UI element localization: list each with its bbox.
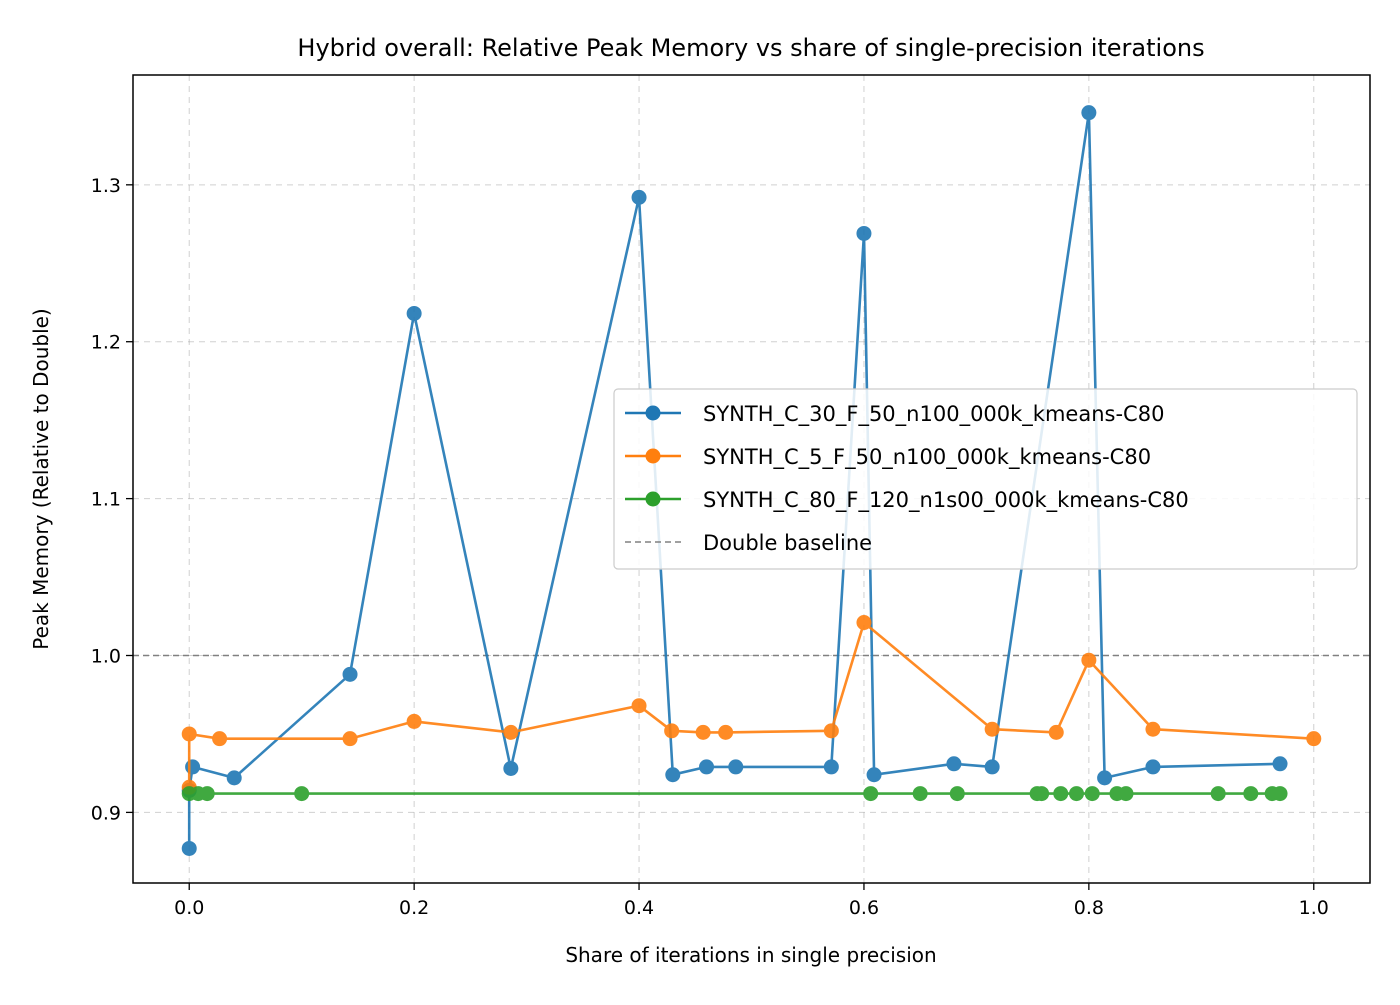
legend: SYNTH_C_30_F_50_n100_000k_kmeans-C80 SYNT…: [613, 388, 1358, 570]
chart-title: Hybrid overall: Relative Peak Memory vs …: [297, 34, 1204, 62]
y-tick-label: 1.0: [91, 646, 121, 668]
legend-box: [613, 388, 1358, 570]
series-3: [181, 786, 1288, 802]
series-line: [187, 111, 1281, 849]
data-point: [503, 760, 519, 776]
data-point: [984, 721, 1000, 737]
x-tick-label: 0.8: [1074, 897, 1104, 919]
data-point: [823, 723, 839, 739]
data-point: [1243, 786, 1259, 802]
data-point: [1272, 786, 1288, 802]
legend-label: SYNTH_C_30_F_50_n100_000k_kmeans-C80: [703, 402, 1164, 427]
legend-entry: Double baseline: [625, 531, 872, 555]
x-tick-label: 1.0: [1299, 897, 1329, 919]
data-point: [1034, 786, 1050, 802]
data-point: [212, 731, 228, 747]
legend-entries: SYNTH_C_30_F_50_n100_000k_kmeans-C80 SYNT…: [625, 402, 1189, 555]
data-point: [1068, 786, 1084, 802]
legend-marker: [645, 405, 661, 421]
data-point: [664, 723, 680, 739]
data-point: [1084, 786, 1100, 802]
data-point: [1272, 756, 1288, 772]
data-point: [1118, 786, 1134, 802]
data-point: [1097, 770, 1113, 786]
data-point: [342, 666, 358, 682]
data-point: [1145, 721, 1161, 737]
data-point: [503, 724, 519, 740]
data-point: [406, 713, 422, 729]
data-point: [1048, 724, 1064, 740]
data-point: [1053, 786, 1069, 802]
data-point: [631, 189, 647, 205]
data-point: [181, 840, 197, 856]
x-tick-label: 0.0: [174, 897, 204, 919]
data-point: [856, 615, 872, 631]
data-point: [226, 770, 242, 786]
x-tick-label: 0.4: [624, 897, 654, 919]
legend-entry: SYNTH_C_80_F_120_n1s00_000k_kmeans-C80: [625, 488, 1189, 513]
legend-entry: SYNTH_C_30_F_50_n100_000k_kmeans-C80: [625, 402, 1164, 427]
data-point: [406, 305, 422, 321]
y-tick-label: 1.1: [91, 489, 121, 511]
data-point: [185, 759, 201, 775]
data-point: [1081, 652, 1097, 668]
data-point: [984, 759, 1000, 775]
plot-frame: [132, 74, 1371, 884]
x-tick-label: 0.6: [849, 897, 879, 919]
legend-label: Double baseline: [703, 531, 872, 555]
data-point: [863, 786, 879, 802]
legend-label: SYNTH_C_80_F_120_n1s00_000k_kmeans-C80: [703, 488, 1189, 513]
data-point: [665, 767, 681, 783]
data-point: [718, 724, 734, 740]
data-point: [181, 726, 197, 742]
legend-label: SYNTH_C_5_F_50_n100_000k_kmeans-C80: [703, 445, 1151, 470]
legend-entry: SYNTH_C_5_F_50_n100_000k_kmeans-C80: [625, 445, 1151, 470]
y-tick-label: 0.9: [91, 802, 121, 824]
data-point: [699, 759, 715, 775]
data-point: [1306, 731, 1322, 747]
data-point: [949, 786, 965, 802]
data-point: [1210, 786, 1226, 802]
y-tick-label: 1.2: [91, 332, 121, 354]
x-tick-label: 0.2: [399, 897, 429, 919]
data-point: [728, 759, 744, 775]
data-point: [912, 786, 928, 802]
data-point: [1081, 105, 1097, 121]
data-point: [856, 225, 872, 241]
data-point: [199, 786, 215, 802]
x-axis-label: Share of iterations in single precision: [565, 943, 936, 967]
legend-marker: [645, 491, 661, 507]
legend-marker: [645, 448, 661, 464]
series-2: [181, 615, 1322, 795]
data-point: [695, 724, 711, 740]
data-point: [946, 756, 962, 772]
series-layer: [181, 105, 1322, 856]
series-1: [181, 105, 1288, 856]
data-point: [631, 698, 647, 714]
data-point: [866, 767, 882, 783]
data-point: [1145, 759, 1161, 775]
data-point: [342, 731, 358, 747]
y-axis-label: Peak Memory (Relative to Double): [29, 308, 53, 649]
axis-ticks: 0.0 0.2 0.4 0.6 0.8 1.0 0.9 1.0 1.1 1.2 1.3: [91, 175, 1329, 919]
data-point: [294, 786, 310, 802]
y-tick-label: 1.3: [91, 175, 121, 197]
data-point: [823, 759, 839, 775]
